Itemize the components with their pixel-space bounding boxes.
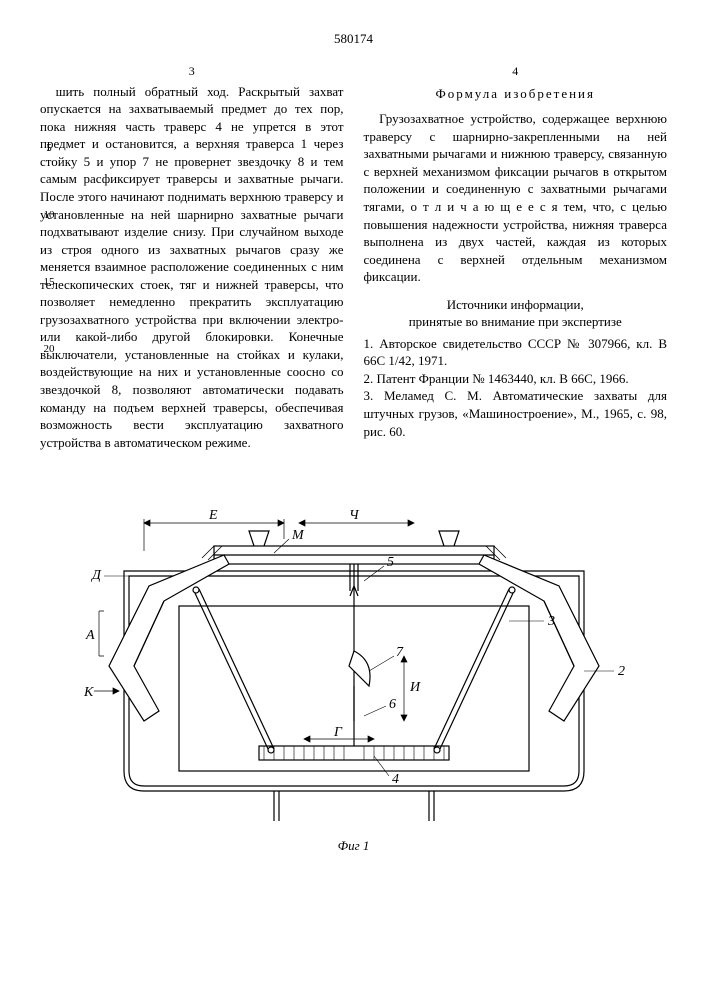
label-I: И [409, 680, 421, 695]
sources-heading: Источники информации, принятые во вниман… [364, 296, 668, 331]
label-K: К [83, 685, 94, 700]
patent-number: 580174 [40, 30, 667, 48]
formula-heading: Формула изобретения [364, 85, 668, 103]
text-columns: 3 шить полный обратный ход. Раскрытый за… [40, 63, 667, 452]
figure-svg: E Ч М Д А К 5 7 6 4 3 2 Г И [74, 491, 634, 831]
line-marker-20: 20 [40, 342, 58, 357]
label-E: E [208, 508, 218, 523]
line-marker-5: 5 [40, 141, 58, 156]
label-5: 5 [387, 555, 394, 570]
col-num-left: 3 [40, 63, 344, 79]
col-num-right: 4 [364, 63, 668, 79]
figure-caption: Фиг 1 [40, 837, 667, 855]
right-column: 4 Формула изобретения Грузозахватное уст… [364, 63, 668, 452]
label-4: 4 [392, 772, 399, 787]
label-D: Д [90, 568, 102, 583]
label-A: А [85, 628, 95, 643]
left-text: шить полный обратный ход. Раскрытый захв… [40, 83, 344, 451]
label-3: 3 [547, 614, 555, 629]
label-G: Г [333, 725, 343, 740]
left-column: 3 шить полный обратный ход. Раскрытый за… [40, 63, 344, 452]
figure-1: E Ч М Д А К 5 7 6 4 3 2 Г И Фиг 1 [40, 491, 667, 855]
line-marker-10: 10 [40, 208, 58, 223]
source-3: 3. Меламед С. М. Автоматические захваты … [364, 387, 668, 440]
label-Ch: Ч [349, 508, 360, 523]
formula-text: Грузозахватное устройство, содержащее ве… [364, 110, 668, 285]
label-6: 6 [389, 697, 396, 712]
label-2: 2 [618, 664, 625, 679]
source-1: 1. Авторское свидетельство СССР № 307966… [364, 335, 668, 370]
source-2: 2. Патент Франции № 1463440, кл. В 66С, … [364, 370, 668, 388]
line-marker-15: 15 [40, 275, 58, 290]
label-M: М [291, 528, 305, 543]
label-7: 7 [396, 645, 404, 660]
